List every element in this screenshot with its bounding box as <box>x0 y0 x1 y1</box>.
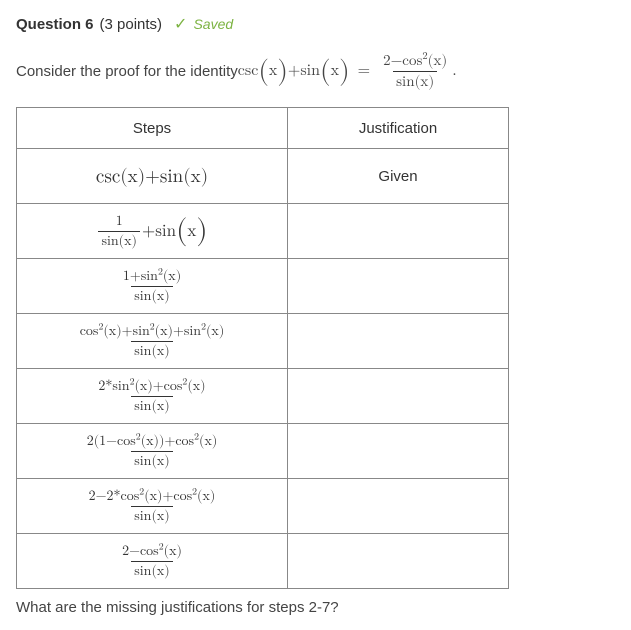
justification-cell: Given <box>288 149 509 204</box>
table-row: 2(1−cos2(x))+cos2(x) sin(x) <box>17 424 509 479</box>
question-prompt: Consider the proof for the identity csc … <box>16 52 615 91</box>
table-row: cos2(x)+sin2(x)+sin2(x) sin(x) <box>17 314 509 369</box>
step-cell: 2(1−cos2(x))+cos2(x) sin(x) <box>17 424 288 479</box>
justification-cell <box>288 479 509 534</box>
justification-cell <box>288 259 509 314</box>
table-row: 2−cos2(x) sin(x) <box>17 534 509 589</box>
prompt-prefix: Consider the proof for the identity <box>16 63 238 80</box>
justification-cell <box>288 369 509 424</box>
table-header-row: Steps Justification <box>17 108 509 149</box>
table-row: 1 sin(x) + sin (x) <box>17 204 509 259</box>
table-row: csc(x) + sin(x) Given <box>17 149 509 204</box>
table-row: 2−2*cos2(x)+cos2(x) sin(x) <box>17 479 509 534</box>
footer-question: What are the missing justifications for … <box>16 599 615 616</box>
justification-column-header: Justification <box>288 108 509 149</box>
table-row: 1+sin2(x) sin(x) <box>17 259 509 314</box>
step-cell: 1 sin(x) + sin (x) <box>17 204 288 259</box>
justification-cell <box>288 314 509 369</box>
table-row: 2*sin2(x)+cos2(x) sin(x) <box>17 369 509 424</box>
justification-cell <box>288 424 509 479</box>
question-number: Question 6 <box>16 16 94 33</box>
step-cell: 2*sin2(x)+cos2(x) sin(x) <box>17 369 288 424</box>
step-cell: 1+sin2(x) sin(x) <box>17 259 288 314</box>
checkmark-icon: ✓ <box>174 14 187 34</box>
question-points: (3 points) <box>100 16 163 33</box>
proof-table: Steps Justification csc(x) + sin(x) Give… <box>16 107 509 589</box>
step-cell: cos2(x)+sin2(x)+sin2(x) sin(x) <box>17 314 288 369</box>
question-header: Question 6 (3 points) ✓ Saved <box>16 14 615 34</box>
justification-cell <box>288 534 509 589</box>
steps-column-header: Steps <box>17 108 288 149</box>
step-cell: 2−2*cos2(x)+cos2(x) sin(x) <box>17 479 288 534</box>
identity-expression: csc (x) + sin (x) = 2−cos2(x) sin(x) . <box>238 52 457 91</box>
saved-label: Saved <box>193 16 233 32</box>
justification-cell <box>288 204 509 259</box>
step-cell: 2−cos2(x) sin(x) <box>17 534 288 589</box>
step-cell: csc(x) + sin(x) <box>17 149 288 204</box>
